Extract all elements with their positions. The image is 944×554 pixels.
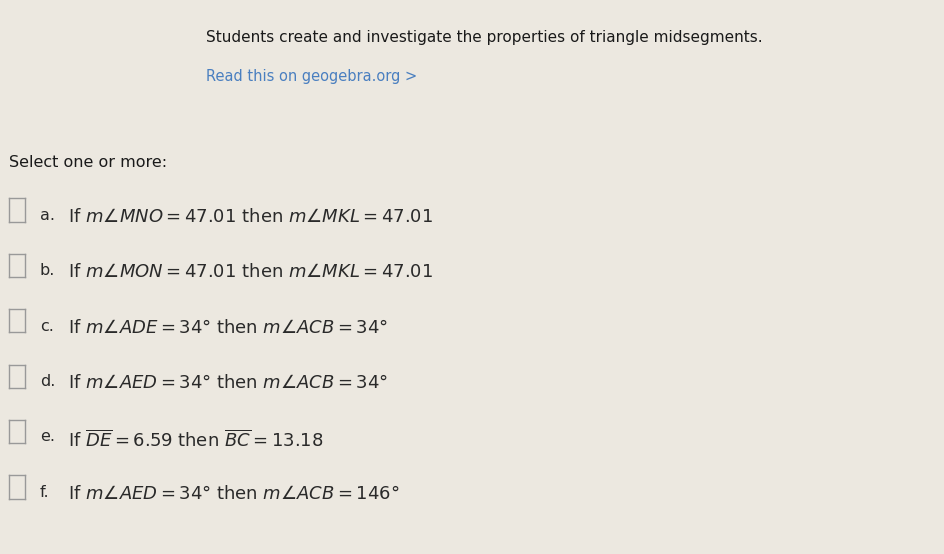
Text: Students create and investigate the properties of triangle midsegments.: Students create and investigate the prop… <box>206 30 763 45</box>
Text: b.: b. <box>40 263 55 278</box>
Text: Read this on geogebra.org >: Read this on geogebra.org > <box>206 69 417 84</box>
Text: c.: c. <box>40 319 54 334</box>
Text: Select one or more:: Select one or more: <box>9 155 168 170</box>
Text: d.: d. <box>40 374 55 389</box>
Text: If $m\angle AED = 34°$ then $m\angle ACB = 146°$: If $m\angle AED = 34°$ then $m\angle ACB… <box>68 485 399 502</box>
Text: If $m\angle MON = 47.01$ then $m\angle MKL = 47.01$: If $m\angle MON = 47.01$ then $m\angle M… <box>68 263 433 281</box>
Text: f.: f. <box>40 485 49 500</box>
Text: If $\overline{DE} = 6.59$ then $\overline{BC} = 13.18$: If $\overline{DE} = 6.59$ then $\overlin… <box>68 429 324 451</box>
Text: If $m\angle MNO = 47.01$ then $m\angle MKL = 47.01$: If $m\angle MNO = 47.01$ then $m\angle M… <box>68 208 433 225</box>
Text: If $m\angle AED = 34°$ then $m\angle ACB = 34°$: If $m\angle AED = 34°$ then $m\angle ACB… <box>68 374 388 392</box>
Text: e.: e. <box>40 429 55 444</box>
Text: If $m\angle ADE = 34°$ then $m\angle ACB = 34°$: If $m\angle ADE = 34°$ then $m\angle ACB… <box>68 319 388 336</box>
Text: a.: a. <box>40 208 55 223</box>
